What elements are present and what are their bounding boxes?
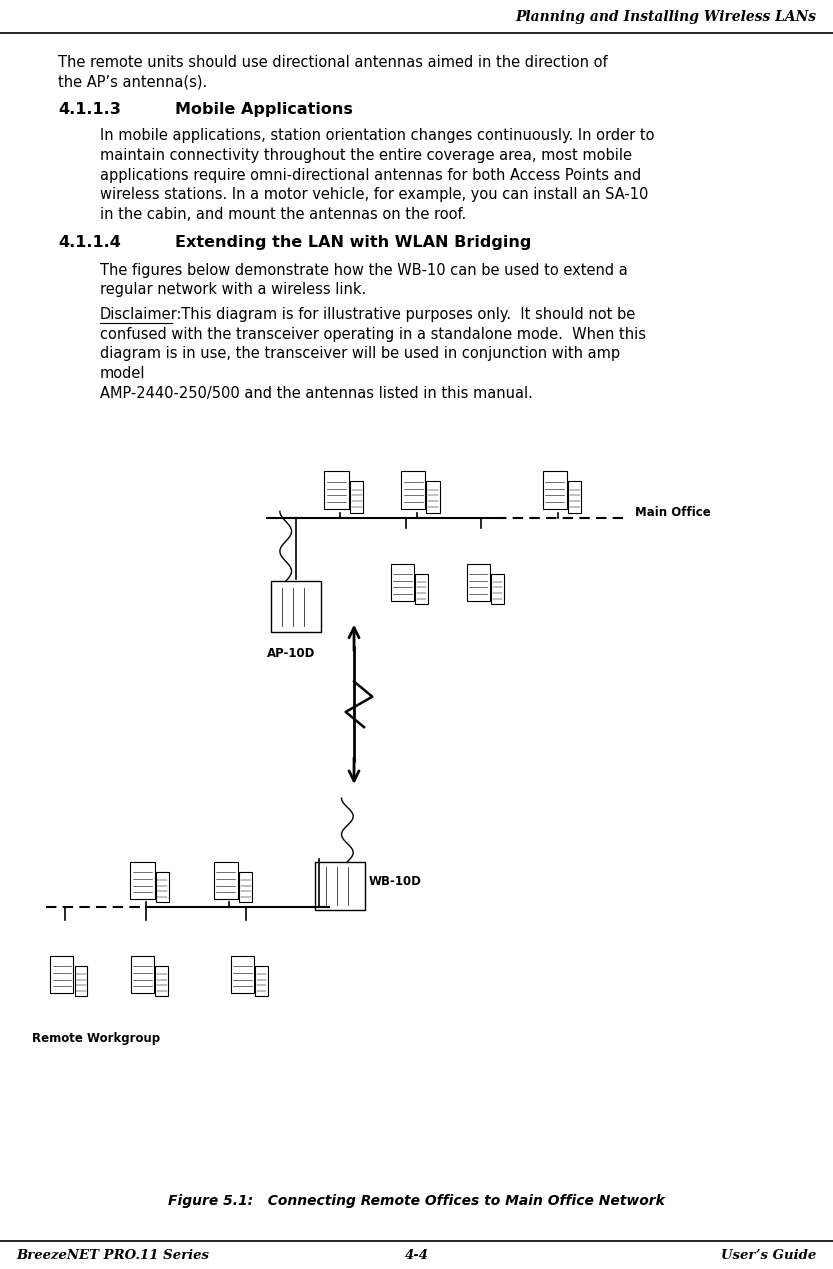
Bar bbox=[239, 872, 252, 902]
Bar bbox=[156, 966, 168, 996]
Text: Extending the LAN with WLAN Bridging: Extending the LAN with WLAN Bridging bbox=[175, 235, 531, 250]
Bar bbox=[256, 966, 268, 996]
Bar bbox=[568, 481, 581, 513]
Text: BreezeNET PRO.11 Series: BreezeNET PRO.11 Series bbox=[17, 1249, 210, 1261]
Bar bbox=[315, 862, 365, 910]
Text: in the cabin, and mount the antennas on the roof.: in the cabin, and mount the antennas on … bbox=[100, 207, 466, 222]
Bar bbox=[213, 863, 238, 898]
Text: This diagram is for illustrative purposes only.  It should not be: This diagram is for illustrative purpose… bbox=[172, 307, 636, 322]
Bar bbox=[350, 481, 363, 513]
Text: applications require omni-directional antennas for both Access Points and: applications require omni-directional an… bbox=[100, 168, 641, 183]
Text: The remote units should use directional antennas aimed in the direction of: The remote units should use directional … bbox=[58, 55, 608, 70]
Text: User’s Guide: User’s Guide bbox=[721, 1249, 816, 1261]
Bar bbox=[543, 471, 567, 509]
Bar bbox=[324, 471, 348, 509]
Text: model: model bbox=[100, 365, 146, 381]
Text: In mobile applications, station orientation changes continuously. In order to: In mobile applications, station orientat… bbox=[100, 128, 655, 143]
Bar bbox=[130, 863, 154, 898]
Bar bbox=[491, 574, 504, 604]
Text: 4.1.1.3: 4.1.1.3 bbox=[58, 102, 121, 117]
Text: diagram is in use, the transceiver will be used in conjunction with amp: diagram is in use, the transceiver will … bbox=[100, 346, 620, 362]
Text: regular network with a wireless link.: regular network with a wireless link. bbox=[100, 282, 367, 297]
Text: the AP’s antenna(s).: the AP’s antenna(s). bbox=[58, 74, 207, 89]
Text: 4-4: 4-4 bbox=[405, 1249, 428, 1261]
Bar bbox=[131, 957, 154, 992]
Text: maintain connectivity throughout the entire coverage area, most mobile: maintain connectivity throughout the ent… bbox=[100, 147, 632, 162]
Bar bbox=[271, 581, 321, 632]
Bar bbox=[466, 563, 490, 602]
Bar bbox=[401, 471, 425, 509]
Text: AMP-2440-250/500 and the antennas listed in this manual.: AMP-2440-250/500 and the antennas listed… bbox=[100, 386, 533, 401]
Text: 4.1.1.4: 4.1.1.4 bbox=[58, 235, 121, 250]
Text: Remote Workgroup: Remote Workgroup bbox=[32, 1032, 160, 1044]
Bar bbox=[156, 872, 169, 902]
Text: The figures below demonstrate how the WB-10 can be used to extend a: The figures below demonstrate how the WB… bbox=[100, 263, 628, 278]
Bar bbox=[391, 563, 414, 602]
Text: Mobile Applications: Mobile Applications bbox=[175, 102, 353, 117]
Text: AP-10D: AP-10D bbox=[267, 647, 315, 660]
Bar bbox=[416, 574, 428, 604]
Text: confused with the transceiver operating in a standalone mode.  When this: confused with the transceiver operating … bbox=[100, 326, 646, 341]
Text: wireless stations. In a motor vehicle, for example, you can install an SA-10: wireless stations. In a motor vehicle, f… bbox=[100, 187, 648, 202]
Bar bbox=[50, 957, 73, 992]
Text: Planning and Installing Wireless LANs: Planning and Installing Wireless LANs bbox=[516, 10, 816, 24]
Bar bbox=[426, 481, 440, 513]
Text: Figure 5.1:   Connecting Remote Offices to Main Office Network: Figure 5.1: Connecting Remote Offices to… bbox=[168, 1194, 665, 1208]
Bar bbox=[75, 966, 87, 996]
Text: WB-10D: WB-10D bbox=[369, 876, 421, 888]
Text: Main Office: Main Office bbox=[635, 506, 711, 519]
Text: Disclaimer:: Disclaimer: bbox=[100, 307, 182, 322]
Bar bbox=[231, 957, 254, 992]
